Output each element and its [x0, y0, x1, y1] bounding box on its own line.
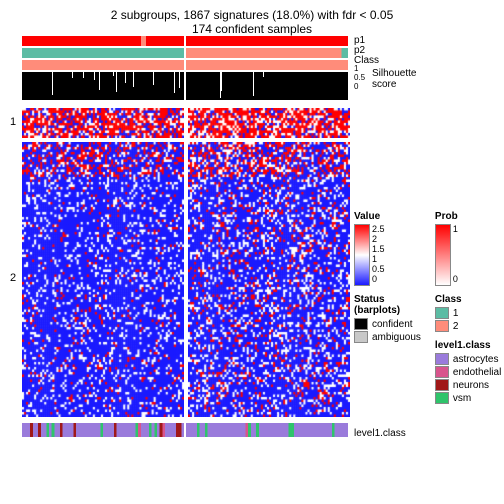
label-p1: p1 — [354, 36, 496, 46]
heatmap-group-2: 2 — [22, 142, 350, 417]
legend-status: Status (barplots) confidentambiguous — [354, 294, 421, 343]
track-class — [22, 60, 350, 70]
heatmap-panel: 1 2 — [22, 36, 350, 439]
label-silhouette: Silhouette score — [372, 68, 416, 90]
row-label-1: 1 — [10, 116, 16, 128]
legend-class: Class 12 — [435, 294, 501, 332]
label-class: Class — [354, 56, 496, 66]
legend-level1: level1.class astrocytesendothelialneuron… — [435, 340, 501, 404]
heatmap-2-left — [22, 142, 184, 417]
heatmap-group-1: 1 — [22, 108, 350, 138]
heatmap-1-left — [22, 108, 184, 138]
title-line-1: 2 subgroups, 1867 signatures (18.0%) wit… — [8, 8, 496, 22]
gradient-value — [354, 224, 370, 286]
silhouette-axis: 1 0.5 0 — [354, 64, 365, 91]
heatmap-2-right — [188, 142, 350, 417]
track-p1 — [22, 36, 350, 46]
legend-value: Value 2.521.510.50 — [354, 211, 421, 286]
track-p2 — [22, 48, 350, 58]
label-level1: level1.class — [354, 429, 406, 439]
right-annotation-column: p1 p2 Class 1 0.5 0 Silhouette score Val… — [354, 36, 496, 439]
heatmap-1-right — [188, 108, 350, 138]
legend-prob: Prob 10 — [435, 211, 501, 286]
gradient-prob — [435, 224, 451, 286]
track-level1-class — [22, 423, 350, 437]
track-silhouette — [22, 72, 350, 100]
title-line-2: 174 confident samples — [8, 22, 496, 36]
row-label-2: 2 — [10, 272, 16, 284]
